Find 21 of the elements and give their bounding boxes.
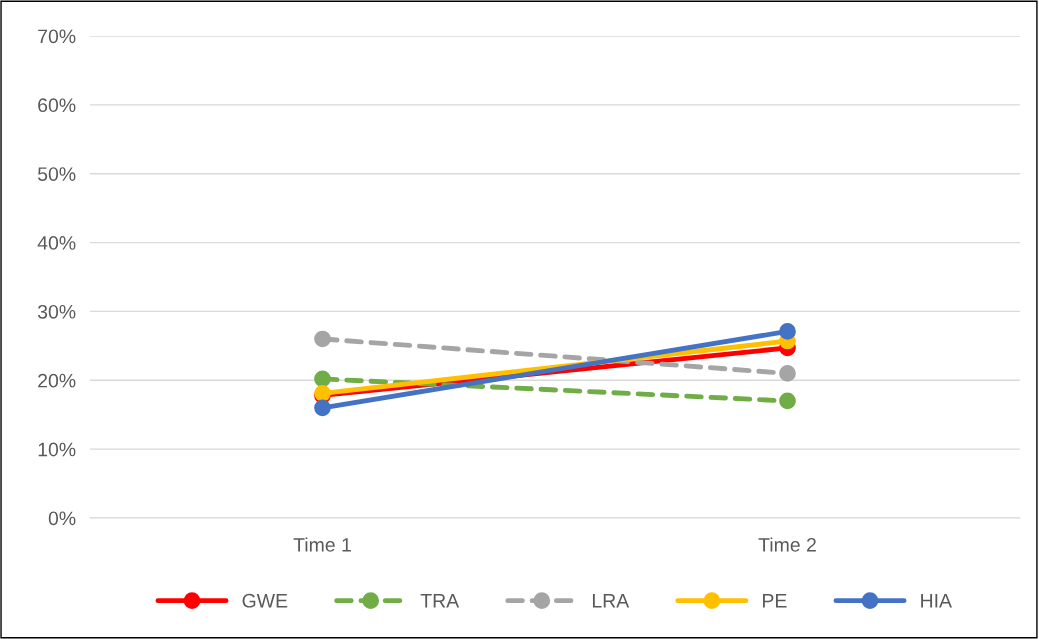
point xyxy=(314,330,331,348)
point xyxy=(314,370,331,388)
point xyxy=(779,392,796,410)
x-tick-label: Time 1 xyxy=(293,537,351,552)
x-tick-label: Time 2 xyxy=(758,537,816,552)
legend-label: TRA xyxy=(420,594,460,608)
point xyxy=(779,323,796,340)
y-tick-label: 70% xyxy=(38,29,76,44)
y-tick-label: 20% xyxy=(38,373,76,388)
point xyxy=(779,365,796,382)
y-tick-label: 10% xyxy=(38,442,76,457)
legend-label: LRA xyxy=(592,594,630,608)
legend-label: PE xyxy=(763,594,787,608)
y-tick-label: 60% xyxy=(38,98,76,113)
y-tick-label: 30% xyxy=(37,304,76,319)
y-tick-label: 50% xyxy=(37,167,76,181)
point xyxy=(314,399,331,417)
y-tick-label: 40% xyxy=(37,236,76,250)
y-tick-label: 0% xyxy=(48,511,76,526)
legend-label: HIA xyxy=(921,594,952,608)
legend-label: GWE xyxy=(242,593,288,608)
